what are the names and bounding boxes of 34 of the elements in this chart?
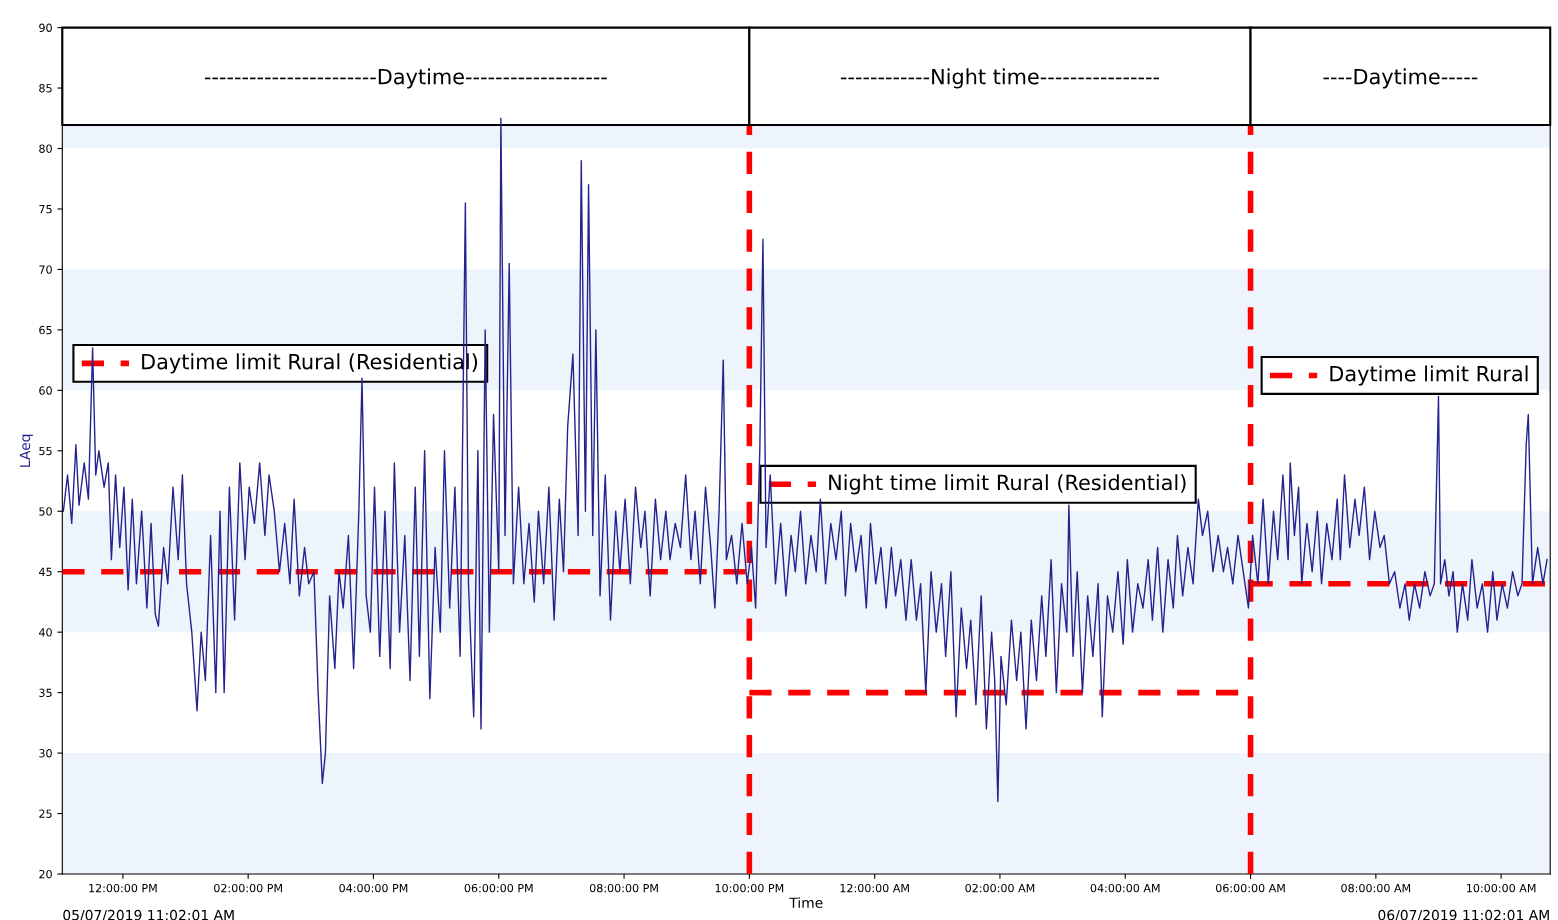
x-tick-label: 12:00:00 AM [840, 883, 909, 893]
y-tick-label: 35 [39, 688, 52, 698]
y-tick-label: 25 [39, 809, 52, 818]
y-tick-label: 90 [39, 23, 52, 32]
y-tick-label: 45 [39, 567, 52, 577]
x-tick-label: 02:00:00 PM [214, 883, 282, 893]
y-tick-label: 85 [39, 84, 52, 93]
x-tick-label: 04:00:00 AM [1090, 883, 1160, 893]
x-tick-label: 04:00:00 PM [339, 883, 408, 893]
y-tick-label: 30 [39, 749, 52, 758]
y-tick-label: 80 [39, 144, 52, 153]
x-axis-title: Time [789, 897, 823, 908]
band-label: -----------------------Daytime------------------- [204, 68, 607, 89]
x-tick-label: 02:00:00 AM [965, 883, 1035, 893]
band-label: ----Daytime----- [1323, 68, 1478, 89]
y-tick-label: 65 [39, 325, 52, 335]
x-tick-label: 08:00:00 PM [589, 883, 658, 893]
y-tick-label: 75 [39, 205, 52, 214]
x-tick-label: 10:00:00 AM [1467, 883, 1536, 893]
y-tick-label: 40 [39, 628, 52, 637]
band-label: ------------Night time---------------- [840, 68, 1160, 89]
x-tick-label: 12:00:00 PM [89, 883, 157, 893]
y-tick-label: 55 [39, 446, 52, 456]
y-axis-title: LAeq [19, 434, 33, 467]
x-tick-label: 06:00:00 AM [1215, 883, 1285, 893]
legend-label: Night time limit Rural (Residential) [829, 474, 1186, 495]
y-tick-label: 20 [39, 869, 52, 879]
x-tick-label: 10:00:00 PM [715, 883, 784, 893]
legend-label: Daytime limit Rural [1330, 365, 1528, 386]
y-tick-label: 60 [39, 386, 52, 395]
x-tick-label: 08:00:00 AM [1341, 883, 1411, 893]
y-tick-label: 70 [39, 265, 52, 274]
x-tick-label: 06:00:00 PM [464, 883, 533, 893]
y-tick-label: 50 [39, 507, 52, 516]
